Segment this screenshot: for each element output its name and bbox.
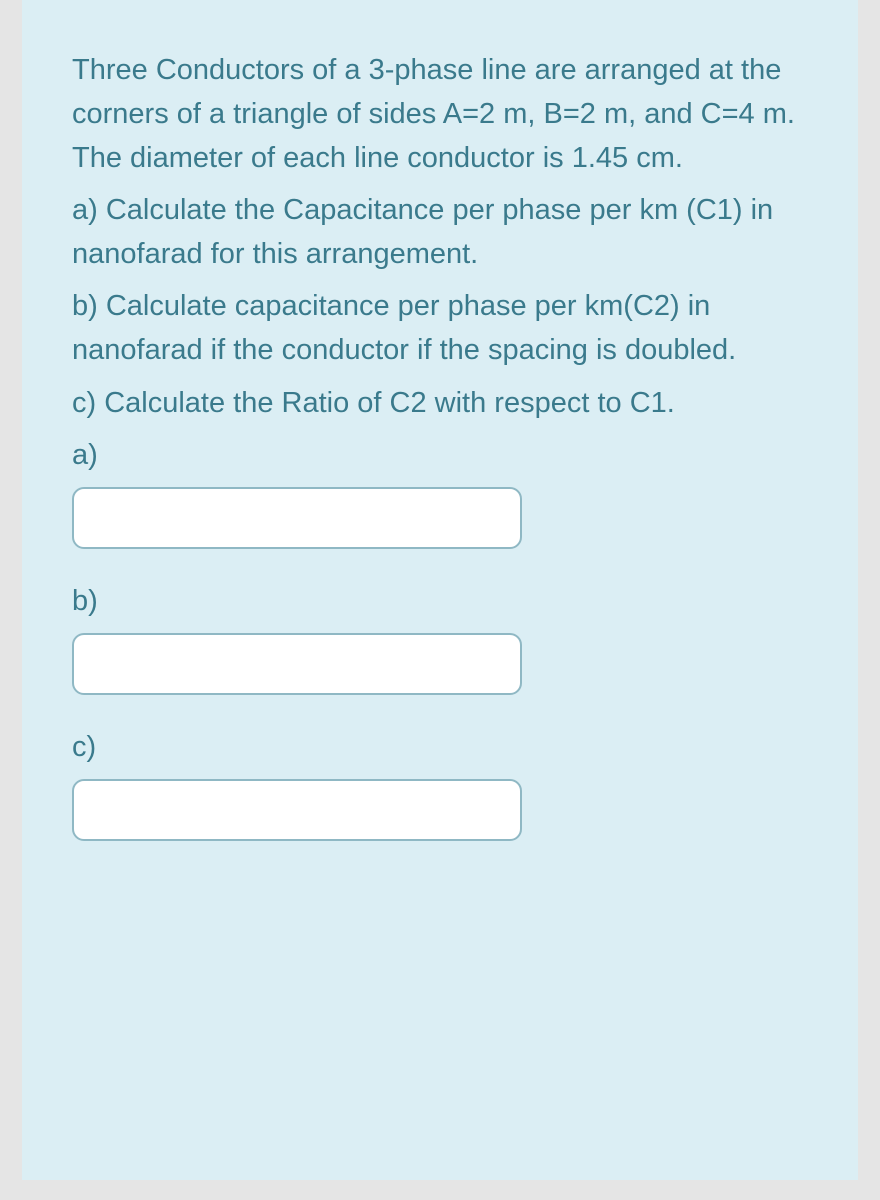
answer-group-a: a) <box>72 433 808 549</box>
answer-group-b: b) <box>72 579 808 695</box>
answer-group-c: c) <box>72 725 808 841</box>
question-part-a: a) Calculate the Capacitance per phase p… <box>72 188 808 276</box>
question-card: Three Conductors of a 3-phase line are a… <box>22 0 858 1180</box>
question-part-c: c) Calculate the Ratio of C2 with respec… <box>72 381 808 425</box>
question-part-b: b) Calculate capacitance per phase per k… <box>72 284 808 372</box>
answer-label-c: c) <box>72 725 808 769</box>
answer-label-b: b) <box>72 579 808 623</box>
answer-input-c[interactable] <box>72 779 522 841</box>
answer-input-b[interactable] <box>72 633 522 695</box>
answer-input-a[interactable] <box>72 487 522 549</box>
answer-label-a: a) <box>72 433 808 477</box>
question-intro: Three Conductors of a 3-phase line are a… <box>72 48 808 180</box>
